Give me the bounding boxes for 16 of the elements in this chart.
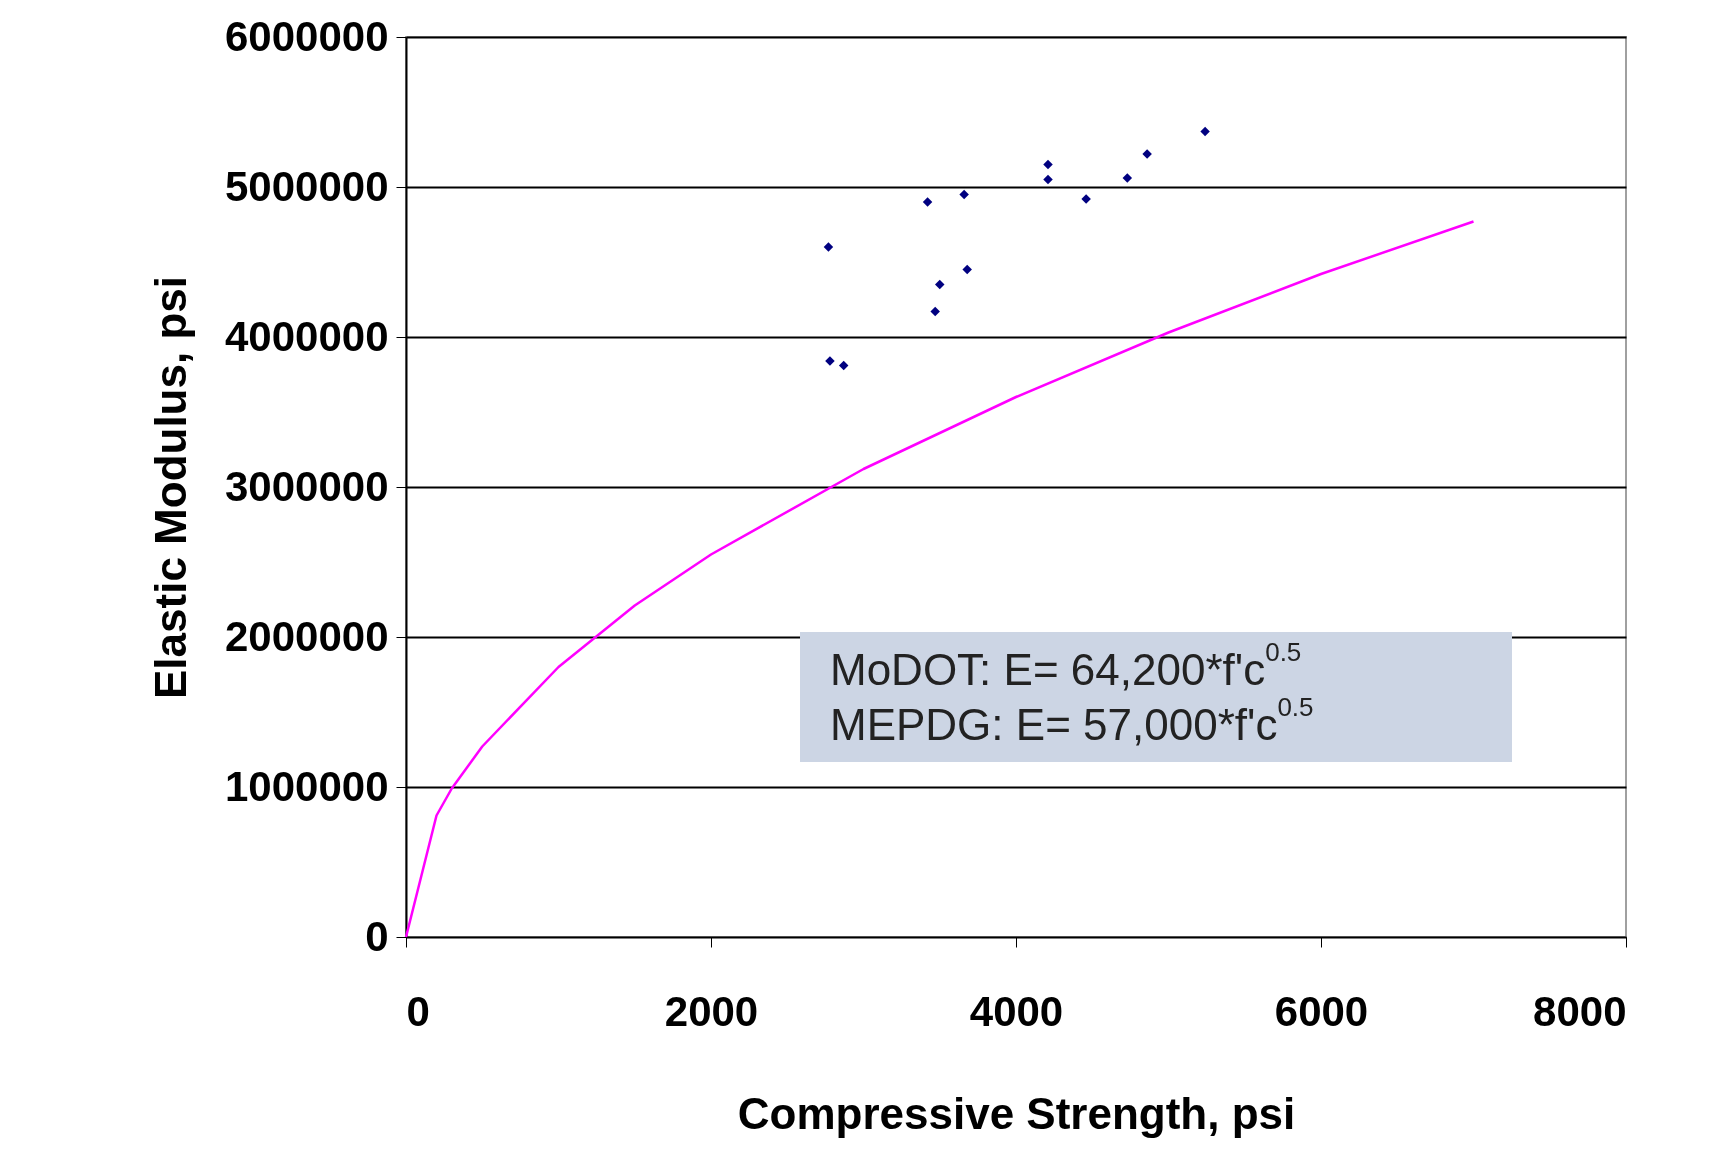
y-tick-label: 1000000 — [224, 762, 389, 810]
y-tick-label: 0 — [365, 912, 389, 960]
text-box: MoDOT: E= 64,200*f'c$^{0.5}$ MEPDG: E= 57,000*f'c$^{0.5}$ — [800, 632, 1512, 762]
x-axis-title: Compressive Strength, psi — [737, 1088, 1296, 1138]
x-tick-label: 2000 — [664, 987, 759, 1035]
x-tick-label: 4000 — [969, 987, 1064, 1035]
line-series — [404, 220, 1475, 939]
y-axis-title: Elastic Modulus, psi — [145, 276, 195, 699]
y-tick-label: 5000000 — [224, 162, 389, 210]
y-tick-label: 2000000 — [224, 612, 389, 660]
x-tick-label: 8000 — [1533, 987, 1627, 1035]
y-tick-label: 3000000 — [224, 462, 389, 510]
y-tick-label: 4000000 — [224, 312, 389, 360]
x-tick-label: 0 — [406, 987, 430, 1035]
x-tick-label: 6000 — [1274, 987, 1369, 1035]
y-tick-label: 6000000 — [224, 12, 389, 60]
